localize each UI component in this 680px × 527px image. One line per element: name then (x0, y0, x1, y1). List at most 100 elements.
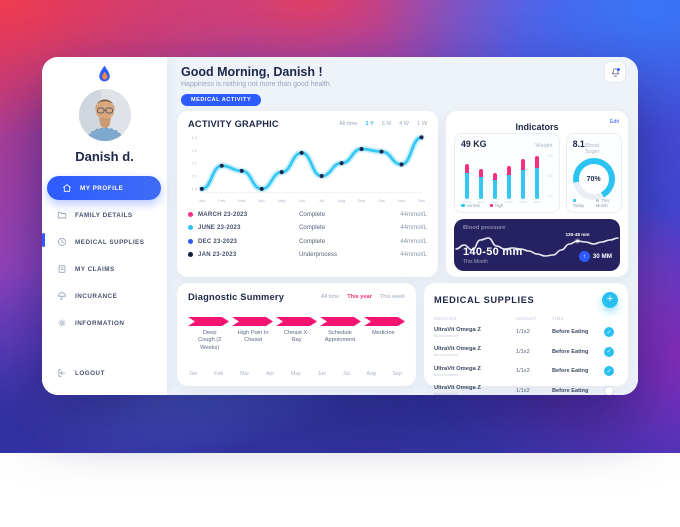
gear-icon (57, 318, 67, 328)
medical-activity-badge[interactable]: MEDICAL ACTIVITY (181, 94, 261, 106)
add-supply-button[interactable]: + (602, 292, 618, 308)
filter-1-y[interactable]: 1 Y (365, 121, 373, 127)
umbrella-icon (57, 291, 67, 301)
medical-supplies-card: MEDICAL SUPPLIES + MEDICEN AMOUNT TIME U… (424, 283, 628, 386)
activity-filters: All time 1 Y 6 M 4 W 1 W (339, 121, 427, 127)
diag-month-label: Jun (318, 371, 326, 377)
weight-bar-shell (535, 156, 539, 199)
diag-month-label: Feb (214, 371, 223, 377)
bar-normal-segment (465, 173, 469, 199)
supply-amount: 1/1x2 (516, 388, 552, 394)
logout-label: LOGOUT (75, 370, 105, 377)
check-circle-icon[interactable]: ✓ (604, 327, 614, 337)
diag-month-label: Jan (189, 371, 197, 377)
diag-month-label: Sep (393, 371, 402, 377)
blood-sugar-value: 8.1 (573, 139, 585, 149)
weight-bar-shell (493, 173, 497, 199)
supply-subtitle: Blood pressure (434, 353, 516, 357)
activity-status: Underprocess (299, 251, 371, 258)
notifications-button[interactable] (604, 61, 626, 83)
page-subtitle: Happiness is nothing not more than good … (181, 81, 628, 88)
supply-amount: 1/1x2 (516, 329, 552, 335)
svg-text:Nov: Nov (398, 198, 405, 203)
filter-4-w[interactable]: 4 W (399, 121, 409, 127)
check-circle-icon[interactable]: ✓ (604, 347, 614, 357)
empty-circle-icon[interactable] (604, 386, 614, 395)
activity-value: 44mmol/L (371, 238, 427, 245)
filter-all-time[interactable]: All time (321, 294, 339, 300)
svg-text:May: May (278, 198, 286, 203)
bar-normal-segment (535, 168, 539, 199)
filter-6-m[interactable]: 6 M (382, 121, 391, 127)
diagnostic-timeline (188, 317, 405, 326)
logout-button[interactable]: LOGOUT (42, 361, 161, 385)
series-dot (188, 239, 193, 244)
supply-amount: 1/1x2 (516, 349, 552, 355)
svg-text:2.0: 2.0 (192, 174, 198, 179)
sidebar-item-my-claims[interactable]: MY CLAIMS (42, 257, 161, 281)
sidebar-item-information[interactable]: INFORMATION (42, 311, 161, 335)
weight-label: Weight (535, 143, 552, 149)
svg-text:Mar: Mar (238, 198, 246, 203)
blood-sugar-percent: 70% (579, 164, 609, 194)
weight-bar: 23/05 (533, 154, 541, 204)
activity-value: 44mmol/L (371, 211, 427, 218)
supply-time: Before Eating (552, 368, 604, 374)
supply-subtitle: Blood pressure (434, 392, 516, 395)
svg-text:Oct: Oct (378, 198, 385, 203)
high-legend-dot (490, 204, 494, 208)
activity-status: Complete (299, 211, 371, 218)
svg-text:3.0: 3.0 (192, 161, 198, 166)
sidebar-item-my-profile[interactable]: MY PROFILE (47, 176, 161, 200)
blood-sugar-card: 8.1 Blood Suger 70% Today This Month (566, 133, 622, 213)
filter-1-w[interactable]: 1 W (417, 121, 427, 127)
weight-bar: 23/05 (477, 154, 485, 204)
sidebar-item-label: INCURANCE (75, 293, 117, 300)
sidebar-item-family-details[interactable]: FAMILY DETAILS (42, 203, 161, 227)
supply-subtitle: Blood pressure (434, 373, 516, 377)
weight-bar: 23/05 (505, 154, 513, 204)
blood-sugar-donut: 70% (573, 158, 615, 200)
sidebar-menu: MY PROFILE FAMILY DETAILS MEDICAL SUPPLIES… (42, 176, 167, 335)
weight-bar-shell (507, 166, 511, 199)
svg-text:Apr: Apr (259, 198, 266, 203)
svg-text:1.0: 1.0 (192, 186, 198, 191)
bar-normal-segment (493, 180, 497, 199)
filter-this-week[interactable]: This week (380, 294, 405, 300)
sidebar-item-medical-supplies[interactable]: MEDICAL SUPPLIES (42, 230, 161, 254)
avatar-photo (79, 89, 131, 141)
weight-axis-tick: 4.7 (548, 194, 553, 198)
timeline-arrow (276, 317, 317, 326)
check-circle-icon[interactable]: ✓ (604, 366, 614, 376)
weight-value: 49 KG (461, 139, 486, 149)
supply-time: Before Eating (552, 329, 604, 335)
weight-legend: normal high (461, 203, 555, 208)
svg-text:5.0: 5.0 (192, 135, 198, 140)
blood-pressure-delta-value: 30 MM (593, 253, 612, 260)
sidebar-item-incurance[interactable]: INCURANCE (42, 284, 161, 308)
filter-this-year[interactable]: This year (347, 294, 372, 300)
app-logo-icon (97, 65, 112, 83)
filter-all-time[interactable]: All time (339, 121, 357, 127)
svg-text:Feb: Feb (218, 198, 226, 203)
supply-subtitle: Blood pressure (434, 334, 516, 338)
supplies-title: MEDICAL SUPPLIES (434, 295, 534, 305)
timeline-arrow (320, 317, 361, 326)
supply-amount: 1/1x2 (516, 368, 552, 374)
weight-bar-shell (521, 159, 525, 200)
edit-link[interactable]: Edit (610, 119, 619, 125)
supply-name: UltraVit Omega Z (434, 346, 516, 352)
home-icon (62, 183, 72, 193)
arrow-up-icon: ↑ (579, 251, 590, 262)
timeline-step-label: Deep Cough (2 Weeks) (188, 330, 231, 352)
weight-bar: 23/05 (491, 154, 499, 204)
